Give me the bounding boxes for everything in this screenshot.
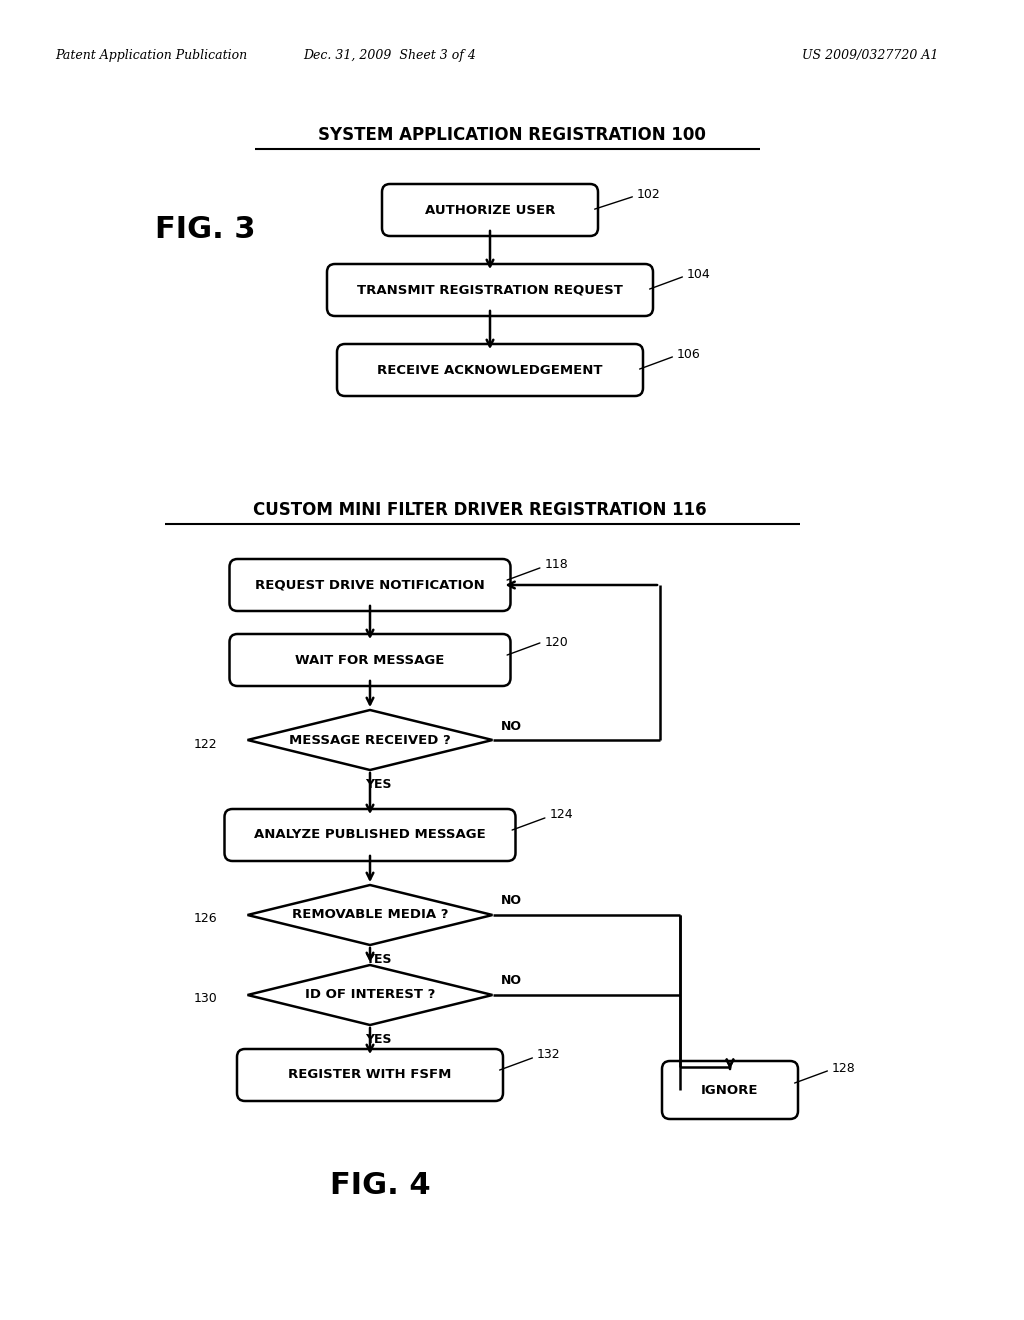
Text: NO: NO: [501, 719, 521, 733]
Text: 128: 128: [831, 1061, 856, 1074]
Text: SYSTEM APPLICATION REGISTRATION 100: SYSTEM APPLICATION REGISTRATION 100: [318, 125, 706, 144]
FancyBboxPatch shape: [327, 264, 653, 315]
Text: IGNORE: IGNORE: [701, 1084, 759, 1097]
Text: 104: 104: [687, 268, 711, 281]
Text: Dec. 31, 2009  Sheet 3 of 4: Dec. 31, 2009 Sheet 3 of 4: [303, 49, 476, 62]
FancyBboxPatch shape: [662, 1061, 798, 1119]
Text: TRANSMIT REGISTRATION REQUEST: TRANSMIT REGISTRATION REQUEST: [357, 284, 623, 297]
Text: RECEIVE ACKNOWLEDGEMENT: RECEIVE ACKNOWLEDGEMENT: [377, 363, 603, 376]
Text: YES: YES: [365, 777, 391, 791]
Text: US 2009/0327720 A1: US 2009/0327720 A1: [802, 49, 938, 62]
Text: 124: 124: [550, 808, 573, 821]
Text: AUTHORIZE USER: AUTHORIZE USER: [425, 203, 555, 216]
Text: 122: 122: [194, 738, 217, 751]
Text: NO: NO: [501, 974, 521, 987]
FancyBboxPatch shape: [229, 634, 511, 686]
Text: REQUEST DRIVE NOTIFICATION: REQUEST DRIVE NOTIFICATION: [255, 578, 485, 591]
FancyBboxPatch shape: [237, 1049, 503, 1101]
Text: YES: YES: [365, 953, 391, 966]
Text: CUSTOM MINI FILTER DRIVER REGISTRATION 116: CUSTOM MINI FILTER DRIVER REGISTRATION 1…: [253, 502, 707, 519]
Polygon shape: [248, 965, 493, 1026]
Text: WAIT FOR MESSAGE: WAIT FOR MESSAGE: [295, 653, 444, 667]
Text: 130: 130: [194, 993, 217, 1006]
Text: MESSAGE RECEIVED ?: MESSAGE RECEIVED ?: [289, 734, 451, 747]
FancyBboxPatch shape: [224, 809, 515, 861]
Text: REMOVABLE MEDIA ?: REMOVABLE MEDIA ?: [292, 908, 449, 921]
Polygon shape: [248, 884, 493, 945]
Text: ANALYZE PUBLISHED MESSAGE: ANALYZE PUBLISHED MESSAGE: [254, 829, 485, 842]
Polygon shape: [248, 710, 493, 770]
Text: NO: NO: [501, 895, 521, 908]
FancyBboxPatch shape: [229, 558, 511, 611]
Text: 106: 106: [677, 347, 700, 360]
FancyBboxPatch shape: [382, 183, 598, 236]
Text: FIG. 4: FIG. 4: [330, 1171, 430, 1200]
Text: REGISTER WITH FSFM: REGISTER WITH FSFM: [289, 1068, 452, 1081]
Text: 120: 120: [545, 635, 568, 648]
Text: 118: 118: [545, 558, 568, 572]
Text: 132: 132: [537, 1048, 560, 1061]
Text: Patent Application Publication: Patent Application Publication: [55, 49, 247, 62]
Text: 126: 126: [194, 912, 217, 925]
Text: 102: 102: [637, 187, 660, 201]
Text: FIG. 3: FIG. 3: [155, 215, 256, 244]
FancyBboxPatch shape: [337, 345, 643, 396]
Text: ID OF INTEREST ?: ID OF INTEREST ?: [305, 989, 435, 1002]
Text: YES: YES: [365, 1034, 391, 1045]
